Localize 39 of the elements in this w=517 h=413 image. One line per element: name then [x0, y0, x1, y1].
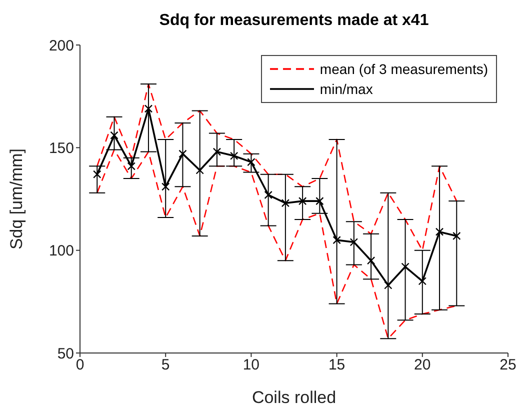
point: [281, 199, 290, 208]
point: [401, 262, 410, 271]
point: [418, 277, 426, 286]
x-axis-title: Coils rolled: [252, 388, 336, 407]
point: [162, 182, 170, 191]
x-tick-label: 0: [76, 356, 84, 374]
point: [127, 162, 136, 170]
point: [452, 232, 461, 240]
point: [316, 196, 324, 206]
point: [435, 228, 444, 236]
point: [264, 190, 272, 199]
x-tick-label: 15: [328, 356, 346, 374]
point: [332, 236, 341, 244]
point: [298, 196, 307, 206]
y-tick-label: 200: [48, 37, 74, 54]
point: [144, 104, 153, 113]
x-tick-label: 10: [242, 356, 260, 374]
point: [366, 256, 376, 265]
point: [212, 148, 222, 156]
point: [196, 166, 204, 174]
point: [230, 152, 238, 160]
chart-title: Sdq for measurements made at x41: [158, 12, 430, 30]
legend-label: mean (of 3 measurements): [320, 61, 488, 77]
point: [178, 150, 187, 158]
point: [384, 281, 392, 290]
y-tick-label: 150: [48, 140, 74, 157]
y-tick-label: 100: [48, 242, 74, 260]
legend-label: min/max: [320, 81, 373, 97]
y-tick-label: 50: [57, 345, 74, 362]
x-tick-label: 20: [414, 356, 431, 374]
point: [93, 170, 102, 178]
line-series: [96, 83, 458, 251]
point: [247, 158, 256, 166]
point: [350, 238, 358, 246]
line-series: [96, 149, 458, 340]
y-axis-title: Sdq [um/mm]: [7, 148, 26, 250]
x-tick-label: 5: [161, 356, 170, 374]
x-tick-label: 25: [500, 356, 516, 374]
point: [110, 131, 118, 140]
